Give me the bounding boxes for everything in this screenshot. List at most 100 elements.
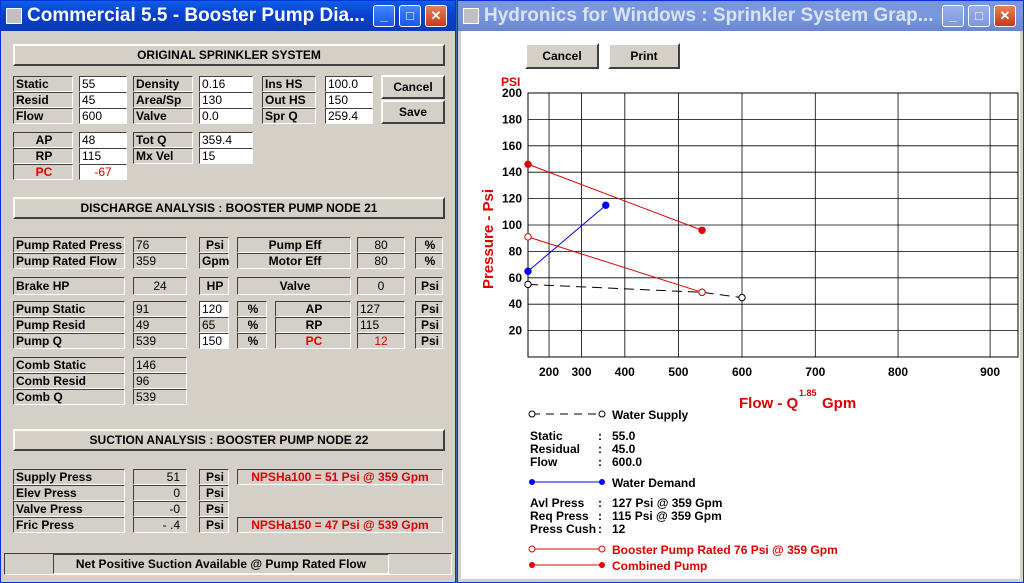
discharge-pc-field[interactable]: 12 bbox=[357, 333, 405, 349]
psi-unit-label: PSI bbox=[501, 75, 520, 89]
press-cush-value: 12 bbox=[612, 522, 626, 536]
fric-press-field[interactable]: - .4 bbox=[133, 517, 187, 533]
pump-q-label: Pump Q bbox=[13, 333, 125, 349]
supply-press-label: Supply Press bbox=[13, 469, 125, 485]
pump-q-field[interactable]: 539 bbox=[133, 333, 187, 349]
series-line-2 bbox=[527, 236, 703, 293]
pc-field[interactable]: -67 bbox=[79, 164, 127, 180]
mx-vel-field[interactable]: 15 bbox=[199, 148, 253, 164]
rp-field[interactable]: 115 bbox=[79, 148, 127, 164]
npsha100-readout: NPSHa100 = 51 Psi @ 359 Gpm bbox=[237, 469, 443, 485]
discharge-rp-field[interactable]: 115 bbox=[357, 317, 405, 333]
supply-press-field[interactable]: 51 bbox=[133, 469, 187, 485]
static-legend-label: Static bbox=[530, 429, 563, 443]
maximize-icon[interactable]: □ bbox=[399, 5, 421, 27]
ap-label: AP bbox=[13, 132, 73, 148]
close-icon[interactable]: ✕ bbox=[994, 5, 1016, 27]
ap-field[interactable]: 48 bbox=[79, 132, 127, 148]
discharge-pc-unit: Psi bbox=[415, 333, 443, 349]
tot-q-label: Tot Q bbox=[133, 132, 193, 148]
maximize-icon[interactable]: □ bbox=[968, 5, 990, 27]
y-tick-label: 180 bbox=[502, 112, 522, 126]
density-field[interactable]: 0.16 bbox=[199, 76, 253, 92]
tot-q-field[interactable]: 359.4 bbox=[199, 132, 253, 148]
comb-q-field[interactable]: 539 bbox=[133, 389, 187, 405]
flow-legend-label: Flow bbox=[530, 455, 558, 469]
pump-rated-press-label: Pump Rated Press bbox=[13, 237, 125, 253]
residual-legend-value: 45.0 bbox=[612, 442, 636, 456]
pump-rated-flow-field[interactable]: 359 bbox=[133, 253, 187, 269]
ins-hs-label: Ins HS bbox=[262, 76, 316, 92]
series-point-3 bbox=[698, 226, 706, 234]
x-tick-label: 600 bbox=[732, 365, 752, 379]
left-title-bar[interactable]: Commercial 5.5 - Booster Pump Dia... _ □… bbox=[1, 1, 455, 31]
water-supply-legend: Water Supply bbox=[612, 408, 689, 422]
static-field[interactable]: 55 bbox=[79, 76, 127, 92]
x-tick-label: 500 bbox=[668, 365, 688, 379]
minimize-icon[interactable]: _ bbox=[373, 5, 395, 27]
valve-press-field[interactable]: -0 bbox=[133, 501, 187, 517]
pump-resid-label: Pump Resid bbox=[13, 317, 125, 333]
close-icon[interactable]: ✕ bbox=[425, 5, 447, 27]
valve-discharge-field[interactable]: 0 bbox=[357, 277, 405, 295]
pump-static-field[interactable]: 91 bbox=[133, 301, 187, 317]
pump-q-pct-field[interactable]: 150 bbox=[199, 333, 229, 349]
req-press-value: 115 Psi @ 359 Gpm bbox=[612, 509, 722, 523]
elev-press-label: Elev Press bbox=[13, 485, 125, 501]
spr-q-label: Spr Q bbox=[262, 108, 316, 124]
fric-press-unit: Psi bbox=[199, 517, 229, 533]
y-tick-label: 20 bbox=[509, 324, 523, 338]
series-line-0 bbox=[527, 283, 743, 299]
y-tick-label: 60 bbox=[509, 271, 523, 285]
brake-hp-label: Brake HP bbox=[13, 277, 125, 295]
out-hs-label: Out HS bbox=[262, 92, 316, 108]
motor-eff-label: Motor Eff bbox=[237, 253, 351, 269]
pump-eff-unit: % bbox=[415, 237, 443, 253]
elev-press-field[interactable]: 0 bbox=[133, 485, 187, 501]
out-hs-field[interactable]: 150 bbox=[325, 92, 373, 108]
print-button[interactable]: Print bbox=[608, 43, 680, 69]
minimize-icon[interactable]: _ bbox=[942, 5, 964, 27]
flow-field[interactable]: 600 bbox=[79, 108, 127, 124]
pump-static-label: Pump Static bbox=[13, 301, 125, 317]
ins-hs-field[interactable]: 100.0 bbox=[325, 76, 373, 92]
resid-field[interactable]: 45 bbox=[79, 92, 127, 108]
pump-resid-pct-field[interactable]: 65 bbox=[199, 317, 229, 333]
spr-q-field[interactable]: 259.4 bbox=[325, 108, 373, 124]
area-field[interactable]: 130 bbox=[199, 92, 253, 108]
y-tick-label: 120 bbox=[502, 192, 522, 206]
pump-eff-field[interactable]: 80 bbox=[357, 237, 405, 253]
y-tick-label: 160 bbox=[502, 139, 522, 153]
press-cush-label: Press Cush bbox=[530, 522, 597, 536]
pump-static-pct-unit: % bbox=[237, 301, 267, 317]
right-title-bar[interactable]: Hydronics for Windows : Sprinkler System… bbox=[458, 1, 1023, 31]
booster-pump-window: Commercial 5.5 - Booster Pump Dia... _ □… bbox=[0, 0, 456, 583]
cancel-button[interactable]: Cancel bbox=[381, 75, 445, 99]
discharge-ap-field[interactable]: 127 bbox=[357, 301, 405, 317]
colon-1: : bbox=[598, 429, 602, 443]
left-client: ORIGINAL SPRINKLER SYSTEM Static 55 Resi… bbox=[4, 31, 452, 579]
elev-press-unit: Psi bbox=[199, 485, 229, 501]
series-point-1 bbox=[524, 267, 532, 275]
save-button[interactable]: Save bbox=[381, 100, 445, 124]
y-tick-label: 200 bbox=[502, 86, 522, 100]
status-message: Net Positive Suction Available @ Pump Ra… bbox=[53, 554, 389, 574]
graph-cancel-button[interactable]: Cancel bbox=[525, 43, 599, 69]
pump-rated-flow-label: Pump Rated Flow bbox=[13, 253, 125, 269]
pump-rated-press-field[interactable]: 76 bbox=[133, 237, 187, 253]
hp-unit: HP bbox=[199, 277, 229, 295]
pump-q-pct-unit: % bbox=[237, 333, 267, 349]
valve-field[interactable]: 0.0 bbox=[199, 108, 253, 124]
pump-resid-field[interactable]: 49 bbox=[133, 317, 187, 333]
discharge-rp-label: RP bbox=[275, 317, 351, 333]
comb-static-field[interactable]: 146 bbox=[133, 357, 187, 373]
motor-eff-field[interactable]: 80 bbox=[357, 253, 405, 269]
pump-static-pct-field[interactable]: 120 bbox=[199, 301, 229, 317]
x-axis-label: Flow - Q bbox=[739, 395, 798, 412]
x-tick-label: 800 bbox=[888, 365, 908, 379]
comb-resid-field[interactable]: 96 bbox=[133, 373, 187, 389]
brake-hp-field[interactable]: 24 bbox=[133, 277, 187, 295]
combined-legend-swatch bbox=[529, 562, 605, 568]
y-tick-label: 140 bbox=[502, 165, 522, 179]
pc-label: PC bbox=[13, 164, 73, 180]
